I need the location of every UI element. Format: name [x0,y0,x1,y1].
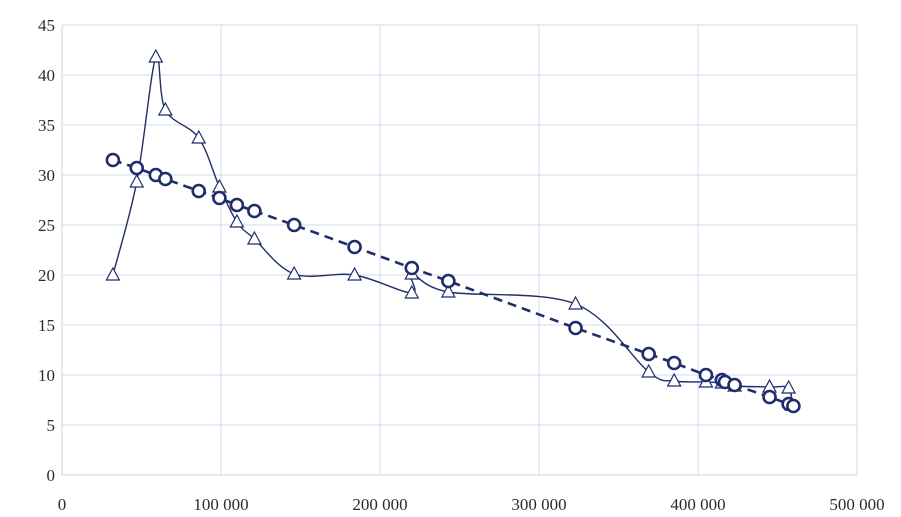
axes [61,25,857,476]
y-tick-label: 5 [47,416,56,435]
series-line-dashed [112,158,794,408]
y-tick-label: 45 [38,16,55,35]
x-tick-label: 200 000 [352,495,407,514]
triangle-marker [157,101,173,116]
triangle-marker [404,284,420,299]
triangle-marker [229,213,245,228]
triangle-marker [211,178,227,193]
series-line-smooth [112,54,793,406]
series-2-circle [105,152,801,414]
y-tick-label: 10 [38,366,55,385]
triangle-marker [286,265,302,280]
circle-marker [568,320,583,336]
triangle-marker [246,230,262,245]
circle-marker [666,355,682,371]
y-tick-label: 20 [38,266,55,285]
triangle-marker [568,295,584,310]
gridlines [62,24,858,475]
triangle-marker [666,372,682,387]
circle-marker [641,346,657,362]
circle-marker [698,367,714,383]
y-tick-label: 15 [38,316,55,335]
circle-marker [229,197,245,213]
circle-marker [727,377,742,393]
circle-marker [129,160,145,176]
circle-marker [105,152,121,168]
circle-marker [786,398,801,414]
triangle-marker [148,48,164,63]
series-1-triangle [105,48,800,411]
x-axis-tick-labels: 0 100 000 200 000 300 000 400 000 500 000 [58,495,885,514]
triangle-marker [129,173,145,188]
y-tick-label: 30 [38,166,55,185]
triangle-marker [641,363,657,378]
circle-marker [247,203,262,219]
x-tick-label: 0 [58,495,67,514]
x-tick-label: 300 000 [511,495,566,514]
y-axis-tick-labels: 0 5 10 15 20 25 30 35 40 45 [38,16,55,485]
y-tick-label: 0 [47,466,56,485]
circle-marker [191,183,207,199]
x-tick-label: 100 000 [193,495,248,514]
y-tick-label: 35 [38,116,55,135]
y-tick-label: 25 [38,216,55,235]
triangle-marker [191,129,207,144]
triangle-marker [781,379,797,394]
circle-marker [347,239,362,255]
circle-marker [158,171,173,187]
x-tick-label: 500 000 [829,495,884,514]
triangle-marker [347,266,363,281]
circle-marker [212,190,227,206]
series-group [105,48,801,414]
triangle-marker [440,283,456,298]
y-tick-label: 40 [38,66,55,85]
circle-marker [404,260,420,276]
circle-marker [441,273,456,289]
circle-marker [286,217,302,233]
triangle-marker [105,266,121,281]
circle-marker [762,389,777,405]
x-tick-label: 400 000 [670,495,725,514]
